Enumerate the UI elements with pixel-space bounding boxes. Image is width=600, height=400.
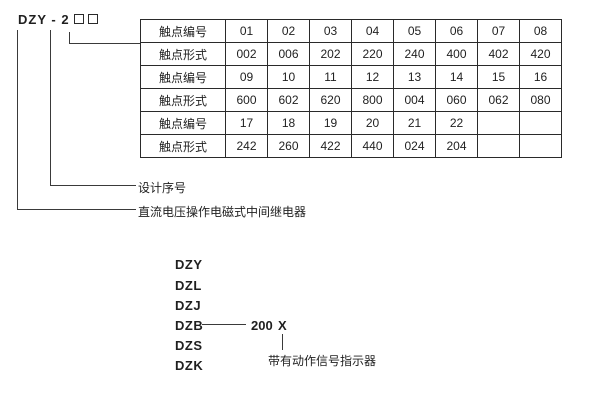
value-cell: 01 — [225, 19, 268, 43]
value-cell: 080 — [519, 88, 562, 112]
indicator-pointer-line — [282, 334, 283, 350]
contact-table: 触点编号 01 02 03 04 05 06 07 08 触点形式 002 006 202 220 240 4… — [140, 19, 562, 158]
series-item-dzy: DZY — [175, 257, 203, 272]
value-cell: 402 — [477, 42, 520, 66]
value-cell: 240 — [393, 42, 436, 66]
value-cell: 17 — [225, 111, 268, 135]
callout-line-design-vertical — [50, 30, 51, 186]
value-cell: 204 — [435, 134, 478, 158]
placeholder-box-1 — [73, 14, 84, 24]
value-cell — [477, 111, 520, 135]
value-cell: 422 — [309, 134, 352, 158]
value-cell — [519, 111, 562, 135]
value-cell: 600 — [225, 88, 268, 112]
value-cell — [519, 134, 562, 158]
row-label: 触点编号 — [140, 111, 226, 135]
value-cell: 620 — [309, 88, 352, 112]
value-cell: 11 — [309, 65, 352, 89]
dzb-example-line — [202, 324, 246, 325]
series-item-dzs: DZS — [175, 338, 203, 353]
contact-table-body: 触点编号 01 02 03 04 05 06 07 08 触点形式 002 006 202 220 240 4… — [140, 19, 562, 158]
value-cell: 800 — [351, 88, 394, 112]
design-serial-label: 设计序号 — [138, 181, 187, 195]
value-cell: 14 — [435, 65, 478, 89]
value-cell: 420 — [519, 42, 562, 66]
value-cell: 09 — [225, 65, 268, 89]
value-cell: 20 — [351, 111, 394, 135]
table-row: 触点形式 242 260 422 440 024 204 — [140, 134, 562, 158]
value-cell: 004 — [393, 88, 436, 112]
value-cell: 15 — [477, 65, 520, 89]
placeholder-box-2 — [87, 14, 98, 24]
value-cell: 202 — [309, 42, 352, 66]
dzb-example-placeholder: X — [278, 318, 287, 333]
series-item-dzl: DZL — [175, 278, 202, 293]
value-cell: 060 — [435, 88, 478, 112]
callout-line-design-horizontal — [50, 185, 136, 186]
row-label: 触点编号 — [140, 19, 226, 43]
row-label: 触点形式 — [140, 134, 226, 158]
value-cell: 05 — [393, 19, 436, 43]
value-cell: 21 — [393, 111, 436, 135]
series-item-dzk: DZK — [175, 358, 204, 373]
series-item-dzj: DZJ — [175, 298, 202, 313]
relay-description-label: 直流电压操作电磁式中间继电器 — [138, 205, 307, 219]
value-cell: 13 — [393, 65, 436, 89]
callout-line-relay-vertical — [17, 30, 18, 210]
value-cell: 10 — [267, 65, 310, 89]
value-cell: 02 — [267, 19, 310, 43]
table-row: 触点编号 01 02 03 04 05 06 07 08 — [140, 19, 562, 43]
table-row: 触点形式 600 602 620 800 004 060 062 080 — [140, 88, 562, 112]
value-cell: 07 — [477, 19, 520, 43]
row-label: 触点编号 — [140, 65, 226, 89]
value-cell: 08 — [519, 19, 562, 43]
value-cell: 002 — [225, 42, 268, 66]
value-cell: 440 — [351, 134, 394, 158]
value-cell: 16 — [519, 65, 562, 89]
value-cell: 602 — [267, 88, 310, 112]
series-item-dzb: DZB — [175, 318, 204, 333]
value-cell: 006 — [267, 42, 310, 66]
value-cell: 062 — [477, 88, 520, 112]
table-row: 触点形式 002 006 202 220 240 400 402 420 — [140, 42, 562, 66]
value-cell: 22 — [435, 111, 478, 135]
row-label: 触点形式 — [140, 42, 226, 66]
value-cell: 18 — [267, 111, 310, 135]
value-cell: 03 — [309, 19, 352, 43]
row-label: 触点形式 — [140, 88, 226, 112]
callout-line-box-horizontal — [69, 43, 140, 44]
value-cell: 19 — [309, 111, 352, 135]
value-cell: 242 — [225, 134, 268, 158]
value-cell: 12 — [351, 65, 394, 89]
value-cell: 06 — [435, 19, 478, 43]
indicator-note: 带有动作信号指示器 — [268, 354, 377, 368]
callout-line-box-vertical — [69, 32, 70, 44]
model-code-text: DZY - 2 — [18, 12, 70, 27]
value-cell: 220 — [351, 42, 394, 66]
table-row: 触点编号 09 10 11 12 13 14 15 16 — [140, 65, 562, 89]
value-cell: 400 — [435, 42, 478, 66]
model-code: DZY - 2 — [18, 12, 98, 27]
value-cell — [477, 134, 520, 158]
value-cell: 04 — [351, 19, 394, 43]
value-cell: 260 — [267, 134, 310, 158]
value-cell: 024 — [393, 134, 436, 158]
table-row: 触点编号 17 18 19 20 21 22 — [140, 111, 562, 135]
callout-line-relay-horizontal — [17, 209, 136, 210]
dzb-example-number: 200 — [251, 318, 273, 333]
